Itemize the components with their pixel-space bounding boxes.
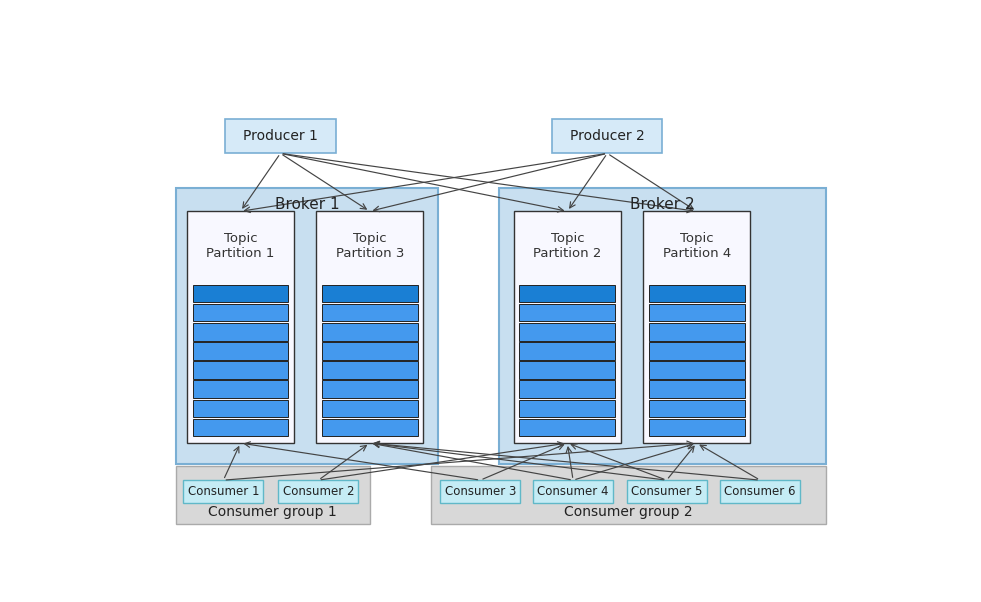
FancyBboxPatch shape bbox=[317, 211, 423, 443]
FancyBboxPatch shape bbox=[322, 419, 418, 436]
Text: Producer 1: Producer 1 bbox=[243, 129, 318, 143]
FancyBboxPatch shape bbox=[520, 400, 615, 417]
FancyBboxPatch shape bbox=[514, 211, 621, 443]
FancyBboxPatch shape bbox=[226, 119, 336, 154]
FancyBboxPatch shape bbox=[499, 188, 826, 464]
FancyBboxPatch shape bbox=[192, 304, 288, 321]
FancyBboxPatch shape bbox=[644, 211, 749, 443]
FancyBboxPatch shape bbox=[440, 480, 520, 503]
Text: Topic
Partition 3: Topic Partition 3 bbox=[336, 232, 404, 260]
FancyBboxPatch shape bbox=[176, 188, 439, 464]
FancyBboxPatch shape bbox=[534, 480, 613, 503]
FancyBboxPatch shape bbox=[192, 380, 288, 398]
FancyBboxPatch shape bbox=[322, 285, 418, 302]
FancyBboxPatch shape bbox=[520, 323, 615, 341]
Text: Broker 2: Broker 2 bbox=[630, 197, 695, 212]
FancyBboxPatch shape bbox=[322, 400, 418, 417]
FancyBboxPatch shape bbox=[520, 380, 615, 398]
FancyBboxPatch shape bbox=[552, 119, 662, 154]
Text: Consumer 6: Consumer 6 bbox=[724, 485, 796, 498]
Text: Consumer 1: Consumer 1 bbox=[187, 485, 259, 498]
FancyBboxPatch shape bbox=[648, 361, 745, 379]
Text: Topic
Partition 2: Topic Partition 2 bbox=[534, 232, 601, 260]
FancyBboxPatch shape bbox=[627, 480, 706, 503]
Text: Consumer 2: Consumer 2 bbox=[283, 485, 354, 498]
FancyBboxPatch shape bbox=[192, 342, 288, 359]
FancyBboxPatch shape bbox=[322, 361, 418, 379]
FancyBboxPatch shape bbox=[520, 361, 615, 379]
FancyBboxPatch shape bbox=[279, 480, 358, 503]
FancyBboxPatch shape bbox=[648, 380, 745, 398]
Text: Topic
Partition 4: Topic Partition 4 bbox=[662, 232, 731, 260]
FancyBboxPatch shape bbox=[648, 285, 745, 302]
FancyBboxPatch shape bbox=[720, 480, 800, 503]
Text: Topic
Partition 1: Topic Partition 1 bbox=[206, 232, 275, 260]
Text: Consumer group 1: Consumer group 1 bbox=[208, 504, 337, 519]
FancyBboxPatch shape bbox=[520, 419, 615, 436]
FancyBboxPatch shape bbox=[648, 342, 745, 359]
FancyBboxPatch shape bbox=[176, 466, 370, 524]
FancyBboxPatch shape bbox=[520, 304, 615, 321]
Text: Consumer 5: Consumer 5 bbox=[631, 485, 702, 498]
FancyBboxPatch shape bbox=[322, 380, 418, 398]
FancyBboxPatch shape bbox=[648, 400, 745, 417]
Text: Producer 2: Producer 2 bbox=[570, 129, 645, 143]
FancyBboxPatch shape bbox=[648, 304, 745, 321]
FancyBboxPatch shape bbox=[322, 304, 418, 321]
FancyBboxPatch shape bbox=[187, 211, 293, 443]
FancyBboxPatch shape bbox=[520, 342, 615, 359]
FancyBboxPatch shape bbox=[183, 480, 263, 503]
FancyBboxPatch shape bbox=[192, 419, 288, 436]
FancyBboxPatch shape bbox=[192, 400, 288, 417]
Text: Broker 1: Broker 1 bbox=[275, 197, 339, 212]
FancyBboxPatch shape bbox=[322, 342, 418, 359]
FancyBboxPatch shape bbox=[431, 466, 826, 524]
FancyBboxPatch shape bbox=[192, 323, 288, 341]
Text: Consumer 4: Consumer 4 bbox=[538, 485, 609, 498]
FancyBboxPatch shape bbox=[192, 361, 288, 379]
Text: Consumer 3: Consumer 3 bbox=[444, 485, 516, 498]
FancyBboxPatch shape bbox=[648, 323, 745, 341]
FancyBboxPatch shape bbox=[648, 419, 745, 436]
Text: Consumer group 2: Consumer group 2 bbox=[564, 504, 693, 519]
FancyBboxPatch shape bbox=[192, 285, 288, 302]
FancyBboxPatch shape bbox=[520, 285, 615, 302]
FancyBboxPatch shape bbox=[322, 323, 418, 341]
